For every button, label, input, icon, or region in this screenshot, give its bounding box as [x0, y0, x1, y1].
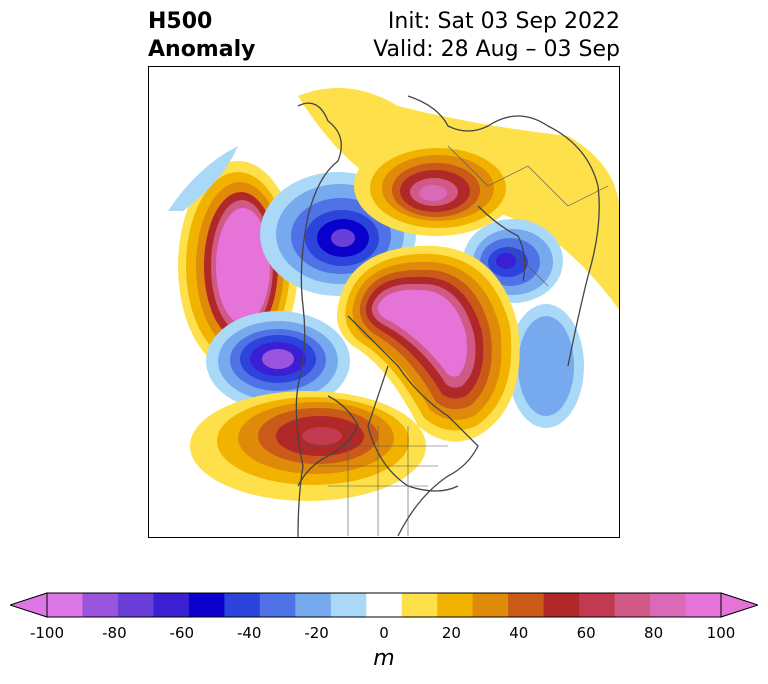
colorbar-tick-label: 80 [644, 624, 664, 642]
trough-atlantic [508, 304, 584, 428]
colorbar-cell [188, 593, 225, 617]
ridge-arctic [337, 245, 520, 442]
colorbar-cell [117, 593, 154, 617]
valid-range: Valid: 28 Aug – 03 Sep [373, 37, 620, 62]
colorbar-tick-label: -60 [169, 624, 195, 642]
colorbar-tick-label: -20 [304, 624, 329, 642]
colorbar-tick-label: 0 [379, 624, 389, 642]
colorbar-cell [224, 593, 261, 617]
colorbar-cell [259, 593, 296, 617]
colorbar-cell [579, 593, 616, 617]
colorbar-cell [366, 593, 403, 617]
colorbar-cell [650, 593, 687, 617]
title-dates: Init: Sat 03 Sep 2022 Valid: 28 Aug – 03… [373, 8, 620, 64]
colorbar-frame [46, 592, 722, 618]
colorbar-tick-label: 60 [576, 624, 596, 642]
colorbar-extend-high [720, 592, 758, 618]
title-field-name: H500 Anomaly [148, 9, 256, 62]
colorbar-tick-label: 100 [706, 624, 736, 642]
colorbar-cell [472, 593, 509, 617]
colorbar-tick-label: -100 [29, 624, 65, 642]
colorbar-tick-label: -40 [236, 624, 262, 642]
colorbar-cell [543, 593, 580, 617]
colorbar-cell [685, 593, 722, 617]
colorbar-cell [47, 593, 83, 617]
colorbar-unit: m [373, 646, 395, 671]
colorbar [10, 592, 758, 618]
init-time: Init: Sat 03 Sep 2022 [387, 9, 620, 34]
colorbar-cell [330, 593, 367, 617]
anomaly-map [148, 66, 620, 538]
ridge-scandinavia [354, 136, 518, 236]
trough-pacific [206, 311, 350, 411]
borders [308, 145, 609, 536]
colorbar-cell [153, 593, 190, 617]
colorbar-cell [614, 593, 651, 617]
colorbar-cell [401, 593, 438, 617]
colorbar-extend-low [10, 592, 48, 618]
trough-small-tongue [168, 146, 238, 211]
map-frame [148, 66, 620, 538]
colorbar-tick-label: 40 [509, 624, 529, 642]
colorbar-tick-label: -80 [102, 624, 127, 642]
colorbar-cell [437, 593, 474, 617]
colorbar-cell [508, 593, 545, 617]
colorbar-cell [295, 593, 332, 617]
colorbar-cells [47, 593, 722, 617]
colorbar-tick-label: 20 [441, 624, 461, 642]
coastlines [295, 95, 600, 538]
colorbar-cell [82, 593, 119, 617]
